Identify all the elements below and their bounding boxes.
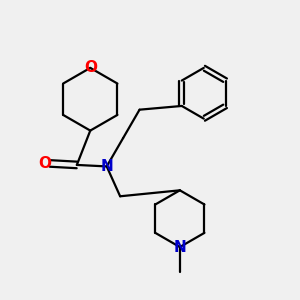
Text: O: O [38, 156, 51, 171]
Text: N: N [100, 159, 113, 174]
Text: N: N [173, 239, 186, 254]
Text: O: O [84, 60, 97, 75]
